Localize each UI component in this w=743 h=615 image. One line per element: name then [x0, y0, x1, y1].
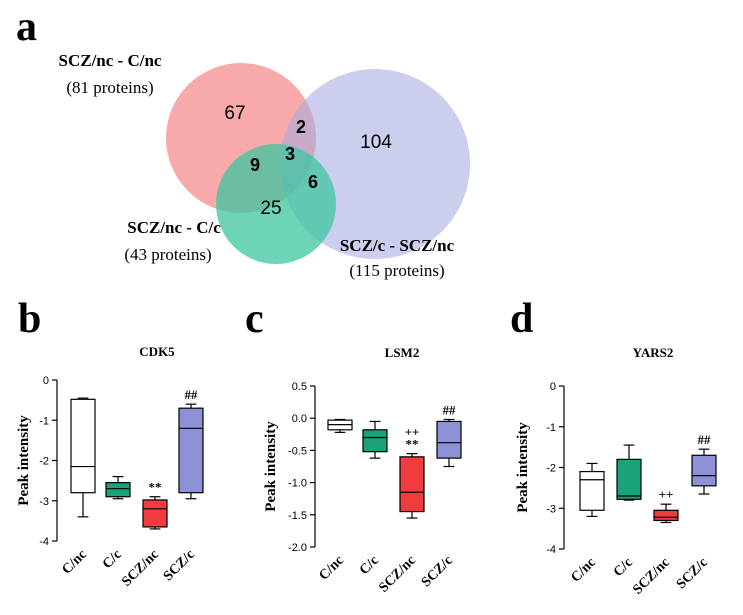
box-c-c: [105, 476, 131, 500]
panel-letter-a: a: [16, 4, 37, 50]
box-c-c: [362, 420, 388, 459]
chart-yars2: d YARS2 Peak intensity 0 -1 -2 -3 -4 C/nc C/c ++ SC…: [510, 296, 717, 598]
significance-marker: ##: [698, 432, 712, 447]
y-tick-label: -1.0: [288, 478, 307, 490]
significance-marker: ##: [185, 387, 199, 402]
panel-letter-d: d: [510, 296, 533, 342]
y-tick-label: -2: [546, 463, 556, 475]
venn-region-red-green: 9: [250, 155, 260, 175]
venn-count-set2: (43 proteins): [124, 245, 211, 264]
box-iqr: [616, 458, 642, 500]
chart-title: CDK5: [139, 344, 175, 359]
box-iqr: [436, 420, 462, 459]
chart-title: YARS2: [633, 345, 674, 360]
venn-label-set1: SCZ/nc - C/nc: [59, 51, 162, 70]
box-iqr: [142, 499, 168, 528]
chart-lsm2: c LSM2 Peak intensity 0.5 0.0 -0.5 -1.0 -1.5 -2.…: [245, 296, 462, 596]
box-iqr: [653, 509, 679, 522]
venn-circle-scz-nc-c-c: [216, 144, 336, 264]
y-tick-label: -1: [546, 422, 556, 434]
venn-region-red-blue: 2: [296, 117, 306, 137]
panel-letter-c: c: [245, 296, 264, 342]
x-tick-label: C/nc: [568, 555, 598, 585]
y-tick-label: -2: [39, 456, 49, 468]
venn-region-only-green: 25: [260, 198, 281, 219]
y-tick-label: -1: [39, 415, 49, 427]
y-tick-label: 0.0: [292, 413, 307, 425]
y-tick-label: -4: [546, 544, 556, 556]
box-iqr: [178, 407, 204, 494]
x-tick-label: SCZ/c: [419, 553, 456, 590]
box-iqr: [691, 454, 717, 487]
box-iqr: [399, 456, 425, 513]
x-tick-label: C/c: [611, 555, 636, 580]
box-c-nc: [579, 462, 605, 518]
y-tick-label: -0.5: [288, 445, 307, 457]
box-plots: b CDK5 Peak intensity 0 -1 -2 -3 -4 C/nc C/c ** SCZ…: [16, 296, 717, 598]
box-c-nc: [327, 418, 353, 433]
box-iqr: [579, 470, 605, 511]
x-tick-label: SCZ/c: [161, 547, 198, 584]
box-scz-c: ##: [178, 387, 204, 500]
x-tick-label: C/nc: [59, 547, 89, 577]
x-tick-label: SCZ/nc: [376, 553, 419, 596]
venn-region-only-blue: 104: [360, 132, 392, 153]
venn-region-green-blue: 6: [308, 172, 318, 192]
x-tick-label: C/nc: [316, 553, 346, 583]
y-tick-label: -3: [39, 496, 49, 508]
box-iqr: [105, 482, 131, 498]
y-tick-label: -2.0: [288, 542, 307, 554]
box-scz-nc: ++: [653, 487, 679, 524]
venn-diagram: a SCZ/nc - C/nc (81 proteins) SCZ/nc - C…: [16, 4, 470, 280]
y-axis-label: Peak intensity: [16, 415, 32, 506]
box-c-nc: [70, 397, 96, 518]
venn-label-set2: SCZ/nc - C/c: [127, 218, 221, 237]
x-tick-label: SCZ/nc: [630, 555, 673, 598]
chart-cdk5: b CDK5 Peak intensity 0 -1 -2 -3 -4 C/nc C/c ** SCZ…: [16, 296, 204, 590]
box-scz-nc: **++: [399, 425, 425, 519]
y-tick-label: 0: [43, 375, 49, 387]
box-c-c: [616, 444, 642, 501]
y-tick-label: -4: [39, 536, 49, 548]
panel-letter-b: b: [18, 296, 41, 342]
box-iqr: [362, 429, 388, 453]
venn-region-all-three: 3: [285, 144, 295, 164]
y-axis-label: Peak intensity: [263, 421, 279, 512]
y-tick-label: -1.5: [288, 510, 307, 522]
venn-count-set3: (115 proteins): [349, 261, 444, 280]
x-tick-label: SCZ/nc: [119, 547, 162, 590]
significance-marker: ##: [443, 402, 457, 417]
y-tick-label: 0.5: [292, 381, 307, 393]
y-tick-label: -3: [546, 503, 556, 515]
y-axis-label: Peak intensity: [515, 422, 531, 513]
significance-marker: ++: [659, 487, 674, 502]
x-tick-label: SCZ/c: [674, 555, 711, 592]
x-tick-label: C/c: [100, 547, 125, 572]
box-iqr: [70, 398, 96, 494]
venn-region-only-red: 67: [224, 103, 245, 124]
box-scz-c: ##: [436, 402, 462, 468]
significance-marker: ++: [405, 425, 420, 440]
y-tick-label: 0: [550, 381, 556, 393]
box-scz-c: ##: [691, 432, 717, 495]
significance-marker: **: [149, 480, 162, 495]
x-tick-label: C/c: [357, 553, 382, 578]
box-scz-nc: **: [142, 480, 168, 530]
chart-title: LSM2: [385, 345, 420, 360]
venn-label-set3: SCZ/c - SCZ/nc: [340, 236, 455, 255]
significance-marker: **: [406, 437, 419, 452]
venn-count-set1: (81 proteins): [66, 78, 153, 97]
